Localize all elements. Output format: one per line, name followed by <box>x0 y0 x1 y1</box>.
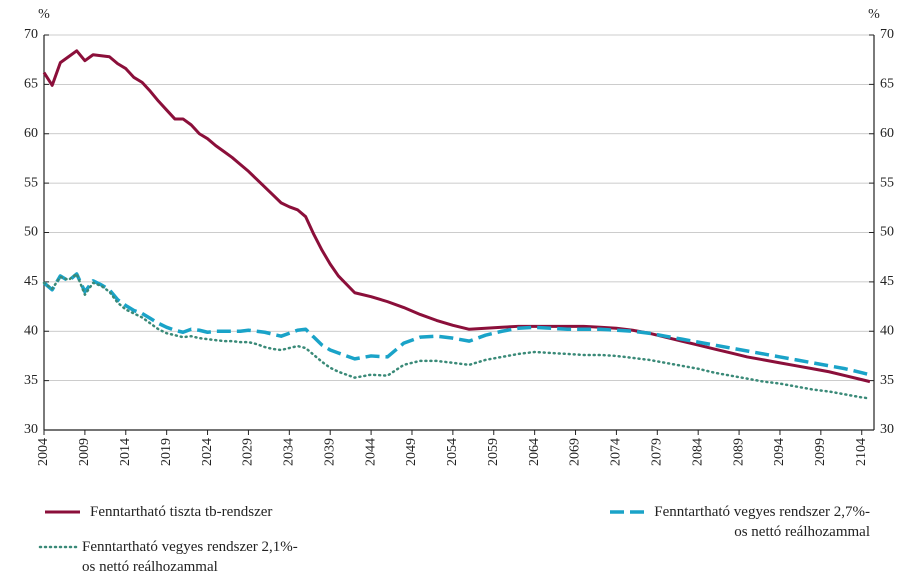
legend-label: Fenntartható vegyes rendszer 2,7%-os net… <box>654 504 870 540</box>
x-tick-label: 2069 <box>568 438 583 466</box>
x-tick-label: 2059 <box>486 438 501 466</box>
x-tick-label: 2044 <box>363 438 378 466</box>
y2-tick-label: 55 <box>880 175 894 190</box>
x-tick-label: 2039 <box>322 438 337 466</box>
series-line <box>42 272 872 400</box>
y2-tick-label: 40 <box>880 323 894 338</box>
y-tick-label: 65 <box>24 77 38 92</box>
x-tick-label: 2049 <box>404 438 419 466</box>
legend-label: Fenntartható tiszta tb-rendszer <box>90 504 273 520</box>
y-tick-label: 40 <box>24 323 38 338</box>
x-tick-label: 2034 <box>282 438 297 466</box>
x-tick-label: 2004 <box>36 438 51 466</box>
x-tick-label: 2094 <box>772 438 787 466</box>
y-tick-label: 45 <box>24 274 38 289</box>
y2-tick-label: 65 <box>880 77 894 92</box>
x-tick-label: 2009 <box>77 438 92 466</box>
x-tick-label: 2074 <box>609 438 624 466</box>
x-tick-label: 2089 <box>731 438 746 466</box>
y2-tick-label: 50 <box>880 225 894 240</box>
series-line <box>42 49 871 384</box>
y2-tick-label: 70 <box>880 27 894 42</box>
y-axis-label: % <box>38 7 50 22</box>
x-tick-label: 2099 <box>813 438 828 466</box>
y-tick-label: 70 <box>24 27 38 42</box>
series-line <box>42 272 871 377</box>
x-tick-label: 2054 <box>445 438 460 466</box>
x-tick-label: 2014 <box>118 438 133 466</box>
y-tick-label: 30 <box>24 422 38 437</box>
y2-axis-label: % <box>868 7 880 22</box>
x-tick-label: 2079 <box>650 438 665 466</box>
y2-tick-label: 45 <box>880 274 894 289</box>
x-tick-label: 2084 <box>690 438 705 466</box>
y-tick-label: 60 <box>24 126 38 141</box>
legend-label: Fenntartható vegyes rendszer 2,1%-os net… <box>82 539 298 575</box>
y-tick-label: 35 <box>24 373 38 388</box>
y-tick-label: 55 <box>24 175 38 190</box>
y-tick-label: 50 <box>24 225 38 240</box>
x-tick-label: 2064 <box>527 438 542 466</box>
x-tick-label: 2104 <box>854 438 869 466</box>
y2-tick-label: 30 <box>880 422 894 437</box>
x-tick-label: 2024 <box>200 438 215 466</box>
y2-tick-label: 35 <box>880 373 894 388</box>
y2-tick-label: 60 <box>880 126 894 141</box>
x-tick-label: 2029 <box>241 438 256 466</box>
x-tick-label: 2019 <box>159 438 174 466</box>
